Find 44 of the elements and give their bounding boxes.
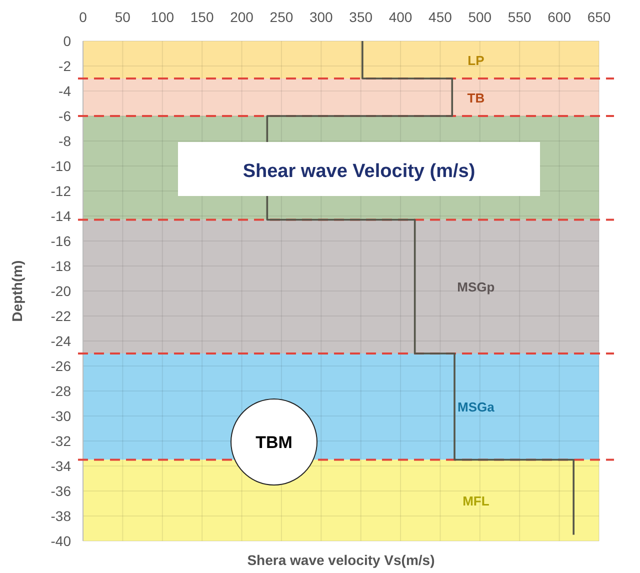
x-tick-label: 600 — [548, 9, 572, 25]
x-tick-label: 50 — [114, 9, 131, 25]
y-tick-label: -14 — [50, 208, 72, 224]
y-tick-label: -30 — [50, 408, 72, 424]
band-label: MSGa — [458, 400, 496, 415]
y-tick-label: -36 — [50, 483, 72, 499]
x-tick-label: 250 — [270, 9, 294, 25]
y-tick-label: -8 — [58, 133, 72, 149]
x-tick-label: 650 — [587, 9, 611, 25]
y-tick-label: -20 — [50, 283, 72, 299]
y-tick-label: -12 — [50, 183, 72, 199]
y-axis-title: Depth(m) — [9, 260, 25, 322]
y-tick-label: -2 — [58, 58, 72, 74]
x-tick-label: 450 — [428, 9, 452, 25]
x-axis-title: Shera wave velocity Vs(m/s) — [247, 552, 435, 568]
band-label: MFL — [462, 493, 490, 508]
y-tick-label: -34 — [50, 458, 72, 474]
y-tick-label: -40 — [50, 533, 72, 549]
y-tick-label: -28 — [50, 383, 72, 399]
y-tick-label: -4 — [58, 83, 72, 99]
y-tick-label: 0 — [63, 33, 72, 49]
y-tick-label: -16 — [50, 233, 72, 249]
band-label: LP — [468, 52, 485, 68]
x-tick-label: 500 — [468, 9, 492, 25]
band-label: MSGp — [457, 280, 495, 295]
x-tick-label: 300 — [309, 9, 334, 25]
x-tick-label: 0 — [79, 9, 88, 25]
y-tick-label: -26 — [50, 358, 72, 374]
y-tick-label: -38 — [50, 508, 72, 524]
annotation: TBM — [256, 433, 292, 452]
y-tick-label: -10 — [50, 158, 72, 174]
text: Shear wave Velocity (m/s) — [242, 161, 476, 182]
band-label: TB — [467, 90, 485, 106]
y-tick-label: -24 — [50, 333, 72, 349]
x-tick-label: 200 — [230, 9, 254, 25]
x-tick-label: 350 — [349, 9, 373, 25]
y-tick-label: -22 — [50, 308, 72, 324]
y-tick-label: -18 — [50, 258, 72, 274]
x-tick-label: 550 — [508, 9, 532, 25]
x-tick-label: 100 — [150, 9, 174, 25]
y-tick-label: -32 — [50, 433, 72, 449]
y-tick-label: -6 — [58, 108, 72, 124]
x-tick-label: 150 — [190, 9, 214, 25]
x-tick-label: 400 — [388, 9, 412, 25]
